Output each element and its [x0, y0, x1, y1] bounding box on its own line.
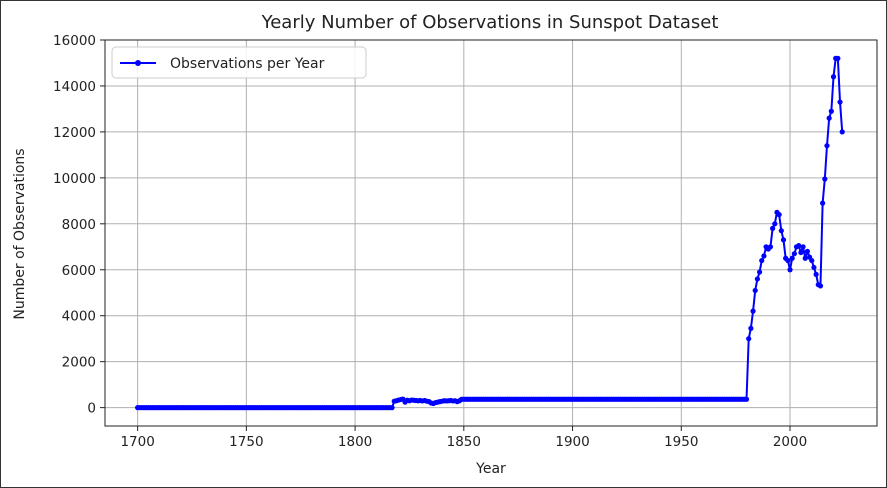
y-tick-label: 0	[87, 401, 96, 417]
chart-title: Yearly Number of Observations in Sunspot…	[261, 12, 719, 33]
y-tick-label: 10000	[53, 171, 96, 187]
data-point	[811, 264, 817, 271]
y-tick-label: 4000	[62, 309, 96, 325]
legend-marker-swatch	[135, 60, 141, 66]
legend-box	[111, 46, 367, 79]
grid	[105, 39, 877, 426]
data-point	[756, 269, 763, 275]
data-point	[796, 243, 802, 249]
data-point	[750, 308, 756, 314]
y-axis-ticks: 0 2000 4000 6000 8000 10000 12000 14000 16000	[53, 33, 105, 417]
data-point	[822, 176, 828, 182]
data-point	[752, 287, 758, 294]
data-point	[800, 244, 806, 250]
x-tick-label: 1900	[555, 434, 589, 450]
data-point	[772, 221, 778, 227]
y-tick-label: 6000	[62, 263, 96, 279]
data-point	[759, 257, 765, 264]
data-point	[389, 405, 395, 411]
data-point	[839, 129, 845, 135]
data-point	[820, 200, 826, 206]
data-point	[802, 255, 808, 261]
data-point	[789, 255, 795, 261]
y-tick-label: 14000	[53, 79, 96, 95]
legend: Observations per Year	[111, 46, 367, 79]
y-tick-label: 2000	[62, 355, 96, 371]
x-tick-label: 1950	[664, 434, 698, 450]
x-tick-label: 1700	[120, 434, 154, 450]
data-point	[791, 251, 797, 257]
x-axis-label: Year	[475, 461, 506, 477]
data-point	[787, 267, 793, 273]
data-point	[804, 248, 811, 254]
y-tick-label: 8000	[62, 217, 96, 233]
data-point	[828, 108, 834, 114]
data-point	[830, 74, 837, 80]
x-tick-label: 1850	[447, 434, 481, 450]
plot-area-border	[104, 39, 878, 427]
data-point	[776, 212, 782, 218]
data-point	[761, 253, 767, 259]
data-point	[746, 336, 752, 342]
data-point	[754, 276, 760, 282]
data-point	[767, 244, 774, 250]
y-tick-label: 12000	[53, 125, 96, 141]
x-tick-label: 1800	[338, 434, 372, 450]
data-point	[798, 249, 804, 256]
data-point	[785, 257, 791, 264]
data-point	[837, 99, 843, 105]
series-layer	[135, 55, 845, 411]
data-point	[748, 325, 754, 331]
data-point	[743, 396, 750, 402]
legend-label: Observations per Year	[170, 56, 325, 72]
data-point	[780, 237, 787, 243]
data-point	[770, 225, 776, 231]
data-point	[835, 55, 841, 61]
data-point	[809, 257, 815, 264]
data-point	[813, 271, 819, 277]
series-line	[137, 57, 844, 409]
y-axis-label: Number of Observations	[12, 148, 28, 319]
data-point	[817, 283, 824, 289]
x-axis-ticks: 1700 1750 1800 1850 1900 1950 2000	[120, 426, 807, 450]
y-tick-label: 16000	[53, 33, 96, 49]
data-point	[824, 143, 830, 149]
x-tick-label: 2000	[773, 434, 807, 450]
data-point	[778, 228, 784, 234]
x-tick-label: 1750	[229, 434, 263, 450]
data-point	[826, 115, 832, 121]
